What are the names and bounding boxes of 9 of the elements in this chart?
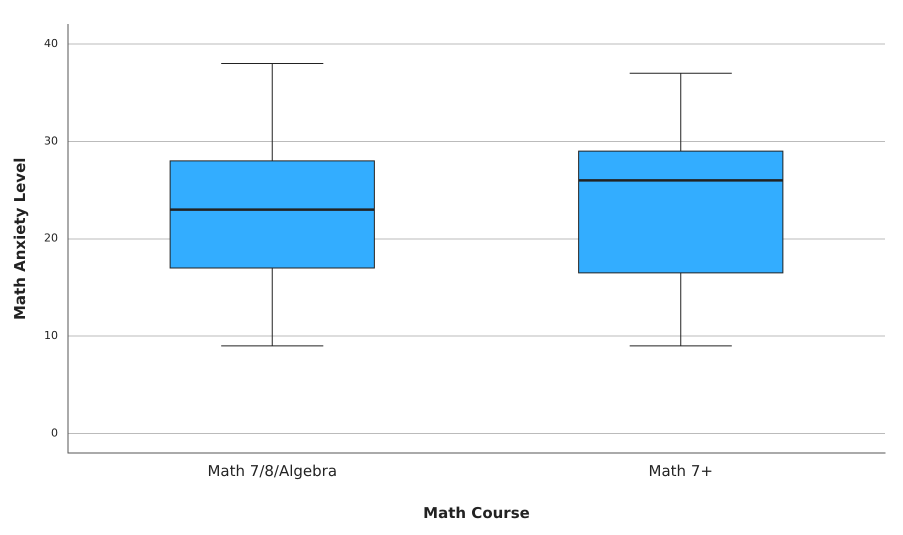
x-axis-title: Math Course bbox=[423, 504, 530, 522]
y-tick-label: 30 bbox=[44, 134, 58, 148]
x-tick-label: Math 7/8/Algebra bbox=[207, 462, 338, 480]
y-tick-label: 0 bbox=[50, 426, 58, 440]
y-tick-label: 40 bbox=[44, 36, 58, 50]
y-axis-title: Math Anxiety Level bbox=[10, 158, 29, 320]
y-tick-label: 20 bbox=[44, 232, 58, 245]
x-tick-label: Math 7+ bbox=[648, 462, 713, 480]
y-tick-label: 10 bbox=[44, 329, 58, 342]
